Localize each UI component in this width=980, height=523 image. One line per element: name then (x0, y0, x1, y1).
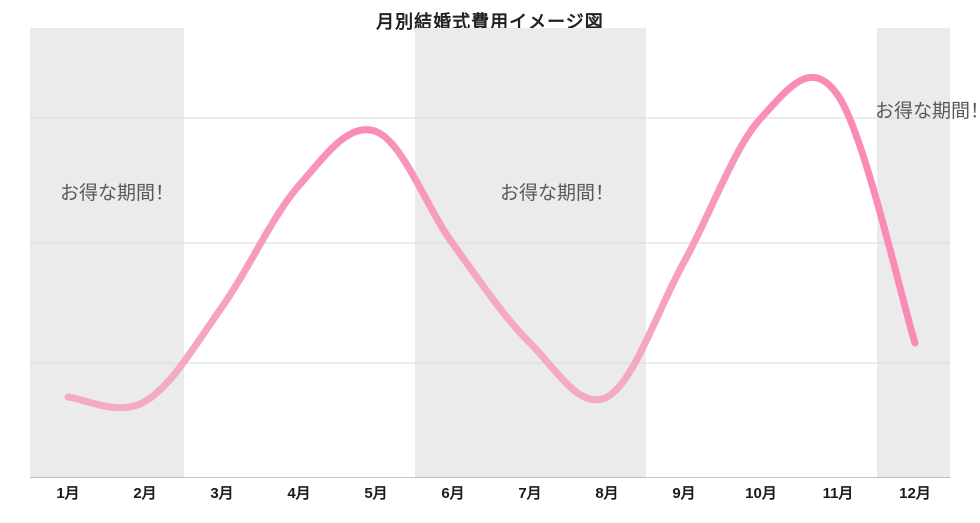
x-tick-label: 6月 (441, 482, 464, 503)
wedding-cost-chart: 月別結婚式費用イメージ図 1月2月3月4月5月6月7月8月9月10月11月12月… (0, 0, 980, 523)
plot-area (30, 28, 950, 478)
discount-band (30, 28, 184, 478)
x-tick-label: 1月 (56, 482, 79, 503)
x-tick-label: 3月 (210, 482, 233, 503)
discount-annotation: お得な期間！ (500, 178, 614, 205)
discount-annotation: お得な期間！ (60, 178, 174, 205)
x-tick-label: 12月 (899, 482, 931, 503)
x-tick-label: 10月 (745, 482, 777, 503)
discount-band (415, 28, 646, 478)
x-axis-ticks: 1月 2月 3月 4月 5月 6月 7月 8月 9月 10月 11月 12月 (30, 482, 950, 512)
x-tick-label: 5月 (364, 482, 387, 503)
x-tick-label: 7月 (518, 482, 541, 503)
x-tick-label: 2月 (133, 482, 156, 503)
x-tick-label: 4月 (287, 482, 310, 503)
x-tick-label: 8月 (595, 482, 618, 503)
x-tick-label: 9月 (672, 482, 695, 503)
discount-annotation: お得な期間！ (875, 96, 980, 123)
chart-svg (30, 28, 950, 478)
x-tick-label: 11月 (823, 482, 854, 503)
